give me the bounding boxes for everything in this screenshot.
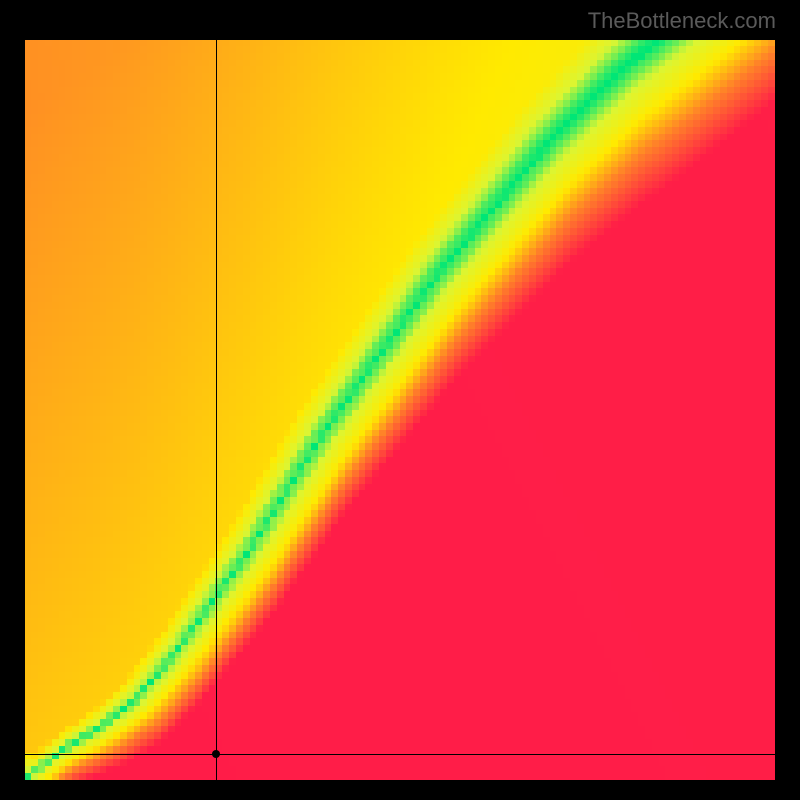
crosshair-horizontal-line [25, 754, 775, 755]
heatmap-chart [25, 40, 775, 780]
crosshair-vertical-line [216, 40, 217, 780]
heatmap-canvas [25, 40, 775, 780]
watermark-text: TheBottleneck.com [588, 8, 776, 34]
